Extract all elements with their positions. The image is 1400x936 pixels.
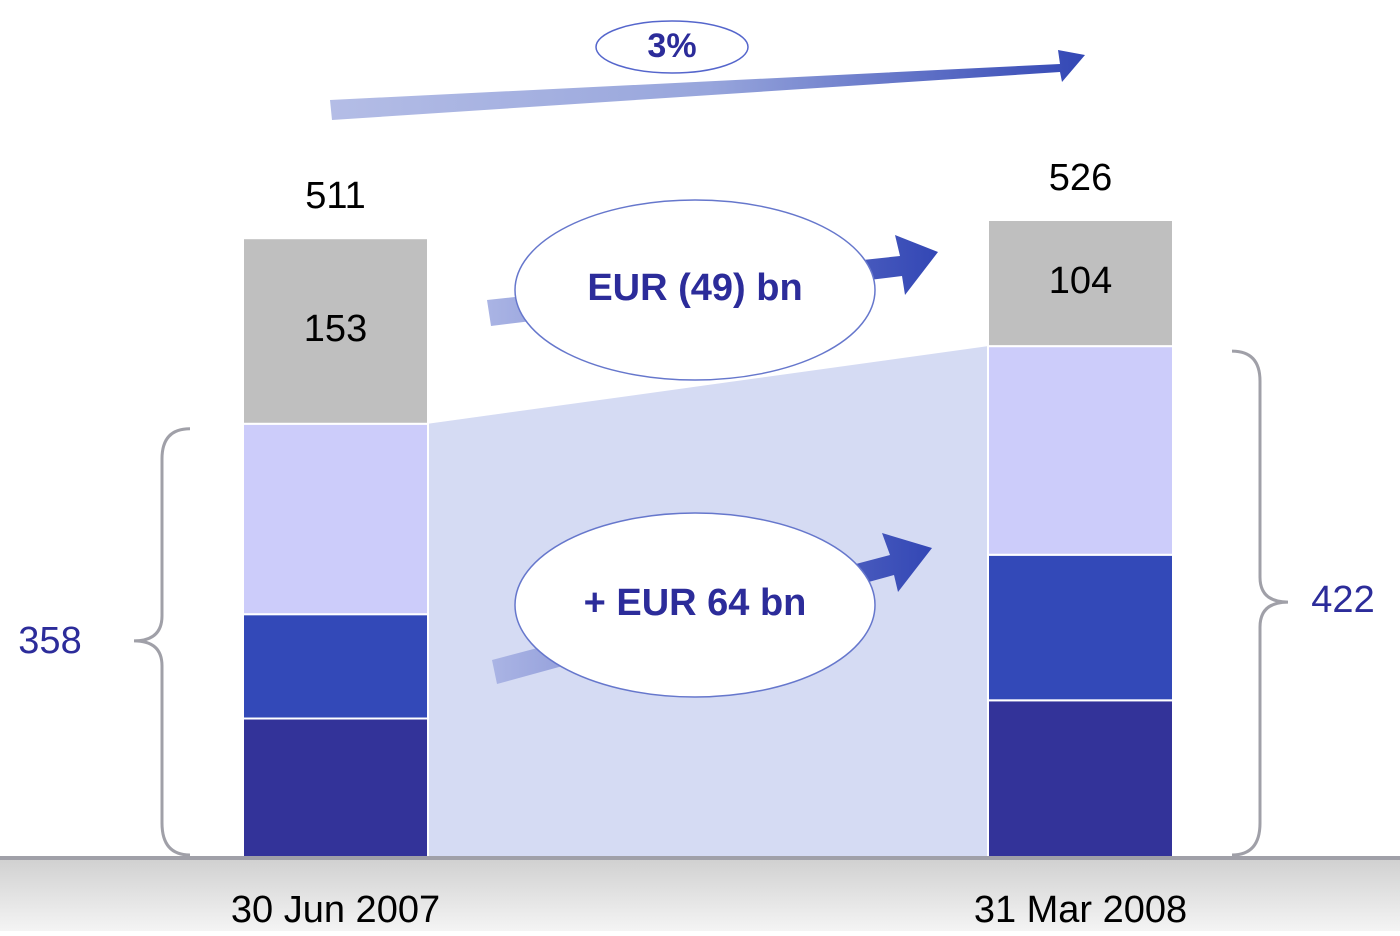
total-label: 526 <box>1049 157 1112 199</box>
x-tick-label: 30 Jun 2007 <box>231 889 440 931</box>
x-tick-label: 31 Mar 2008 <box>974 889 1187 931</box>
annotation: EUR (49) bn <box>587 267 802 309</box>
bar-segment <box>987 699 1174 859</box>
bracket <box>133 427 191 857</box>
bracket-label: 358 <box>18 620 81 662</box>
annotation: + EUR 64 bn <box>584 582 807 624</box>
bar-segment <box>987 219 1174 348</box>
bracket-label: 422 <box>1311 579 1374 621</box>
floor <box>0 858 1400 931</box>
segment-label: 153 <box>304 308 367 350</box>
bracket <box>1231 349 1289 857</box>
total-label: 511 <box>305 175 366 217</box>
annotation: 3% <box>647 27 696 65</box>
bar-segment <box>242 422 429 616</box>
annotation-bubble <box>514 512 876 698</box>
bar-segment <box>242 237 429 425</box>
bar-segment <box>242 717 429 859</box>
bar-segment <box>987 345 1174 556</box>
trend-arrow <box>330 50 1085 120</box>
bar-segment <box>987 553 1174 702</box>
annotation-bubble <box>514 199 876 381</box>
bar-segment <box>242 613 429 720</box>
segment-label: 104 <box>1049 260 1112 302</box>
annotation-bubble <box>595 20 749 74</box>
